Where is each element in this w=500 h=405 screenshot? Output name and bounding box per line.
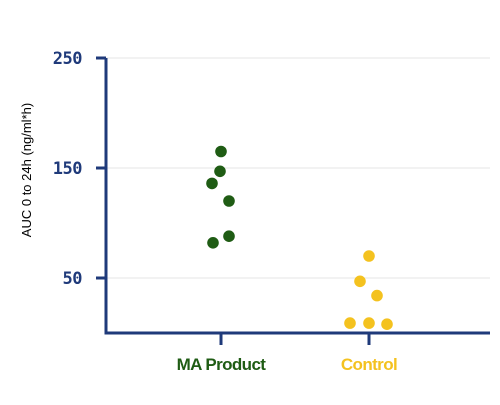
data-point — [223, 195, 235, 207]
y-tick-label: 250 — [53, 49, 82, 69]
data-point — [214, 165, 226, 178]
y-axis-label: AUC 0 to 24h (ng/ml*h) — [19, 103, 34, 237]
data-point — [363, 250, 375, 262]
data-points — [206, 145, 393, 331]
grid-lines — [106, 57, 490, 279]
x-category-label: MA Product — [177, 355, 267, 374]
data-point — [371, 289, 383, 302]
y-tick-label: 50 — [63, 269, 83, 289]
data-point — [344, 317, 356, 329]
data-point — [206, 177, 218, 190]
axes — [104, 58, 490, 335]
y-ticks: 50 150 250 — [53, 49, 106, 289]
data-point — [207, 237, 219, 249]
y-tick-label: 150 — [53, 159, 82, 179]
data-point — [381, 318, 393, 331]
x-categories: MA Product Control — [177, 333, 398, 374]
data-point — [363, 317, 375, 329]
data-point — [215, 145, 227, 158]
data-point — [354, 275, 366, 288]
data-point — [223, 230, 235, 242]
x-category-label: Control — [341, 355, 397, 374]
